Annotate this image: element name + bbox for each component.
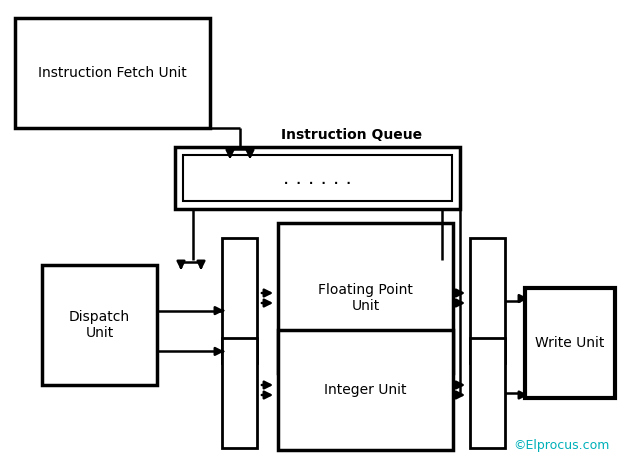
Bar [222,238,257,363]
Text: Write Unit: Write Unit [535,336,605,350]
Bar [470,338,505,448]
Bar [278,330,453,450]
Text: Dispatch
Unit: Dispatch Unit [69,310,130,340]
Bar [183,155,452,201]
Bar [15,18,210,128]
Bar [222,338,257,448]
Bar [175,147,460,209]
Text: Instruction Fetch Unit: Instruction Fetch Unit [38,66,187,80]
Text: Floating Point
Unit: Floating Point Unit [318,283,413,313]
Text: . . . . . .: . . . . . . [283,169,352,188]
Bar [470,238,505,363]
Bar [525,288,615,398]
Bar [278,223,453,373]
Text: ©Elprocus.com: ©Elprocus.com [514,438,610,451]
Bar [42,265,157,385]
Text: Integer Unit: Integer Unit [324,383,407,397]
Text: Instruction Queue: Instruction Queue [281,128,422,142]
